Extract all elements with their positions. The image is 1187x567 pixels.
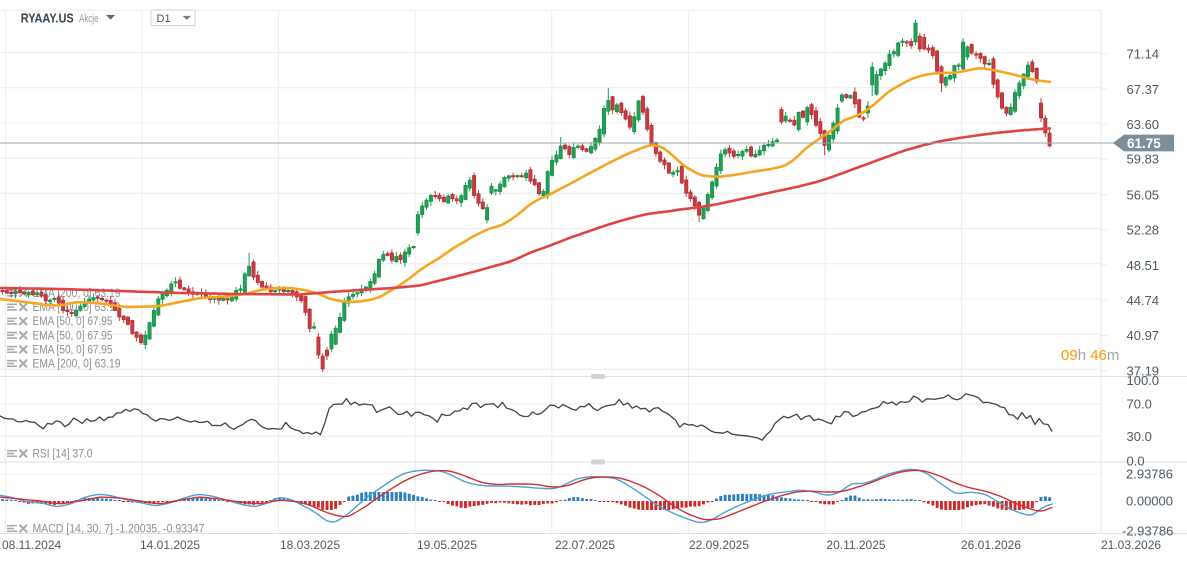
svg-text:21.03.2026: 21.03.2026 (1101, 538, 1161, 552)
svg-text:52.28: 52.28 (1127, 223, 1160, 238)
svg-text:08.11.2024: 08.11.2024 (2, 538, 61, 552)
svg-text:63.60: 63.60 (1127, 117, 1160, 132)
svg-text:30.0: 30.0 (1127, 429, 1152, 444)
svg-text:0.00000: 0.00000 (1126, 494, 1173, 509)
svg-text:EMA [50, 0] 67.95: EMA [50, 0] 67.95 (33, 316, 113, 328)
svg-text:Akcje: Akcje (79, 13, 99, 25)
svg-text:59.83: 59.83 (1127, 152, 1160, 167)
svg-text:EMA [50, 0] 67.95: EMA [50, 0] 67.95 (33, 330, 113, 342)
svg-text:67.37: 67.37 (1127, 82, 1160, 97)
svg-text:56.05: 56.05 (1127, 187, 1160, 202)
svg-text:D1: D1 (157, 13, 171, 25)
svg-text:48.51: 48.51 (1127, 258, 1160, 273)
svg-text:MACD [14, 30, 7] -1.20035, -0.: MACD [14, 30, 7] -1.20035, -0.93347 (33, 524, 205, 536)
svg-text:70.0: 70.0 (1127, 397, 1152, 412)
svg-text:100.0: 100.0 (1127, 373, 1160, 388)
svg-text:RSI [14] 37.0: RSI [14] 37.0 (33, 449, 93, 461)
svg-text:0.0: 0.0 (1127, 454, 1145, 469)
svg-text:09h 46m: 09h 46m (1061, 347, 1119, 364)
svg-text:18.03.2025: 18.03.2025 (280, 538, 340, 552)
svg-text:14.01.2025: 14.01.2025 (140, 538, 200, 552)
svg-text:40.97: 40.97 (1127, 328, 1160, 343)
svg-text:RYAAY.US: RYAAY.US (21, 11, 74, 26)
svg-text:26.01.2026: 26.01.2026 (961, 538, 1021, 552)
svg-text:71.14: 71.14 (1127, 47, 1160, 62)
svg-text:2.93786: 2.93786 (1126, 467, 1173, 482)
svg-text:44.74: 44.74 (1127, 293, 1160, 308)
svg-text:22.07.2025: 22.07.2025 (555, 538, 615, 552)
svg-text:EMA [50, 0] 67.95: EMA [50, 0] 67.95 (33, 344, 113, 356)
svg-text:37.19: 37.19 (1127, 363, 1160, 378)
svg-text:19.05.2025: 19.05.2025 (417, 538, 477, 552)
svg-text:-2.93786: -2.93786 (1122, 524, 1173, 539)
svg-text:EMA [200, 0] 63.19: EMA [200, 0] 63.19 (33, 359, 121, 371)
svg-text:20.11.2025: 20.11.2025 (826, 538, 885, 552)
svg-text:61.75: 61.75 (1127, 136, 1161, 151)
svg-text:22.09.2025: 22.09.2025 (689, 538, 749, 552)
